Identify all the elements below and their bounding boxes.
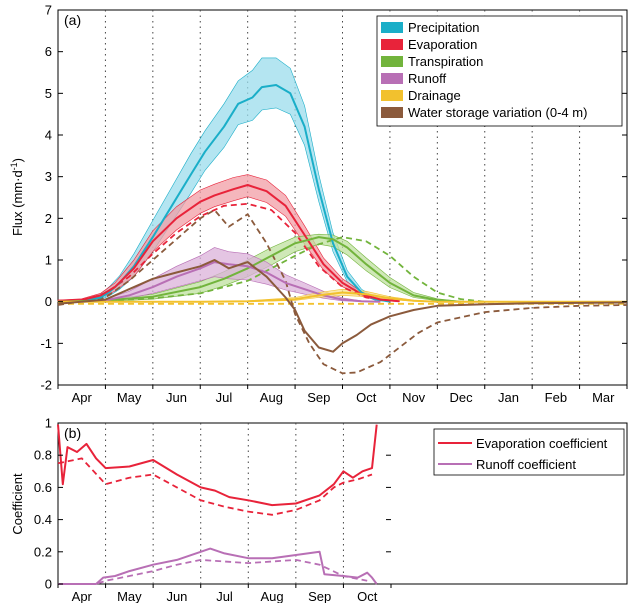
legend-swatch-runoff (381, 73, 403, 84)
panel-a-ylabel-superscript: -1 (9, 162, 19, 170)
y-tick-label: 0 (45, 577, 52, 592)
panel-b: 0 0.2 0.4 0.6 0.8 1 Apr May Jun Jul Aug Sep Oct (b)… (10, 416, 628, 603)
panel-b-legend-box (433, 428, 625, 476)
panel-a-legend: Precipitation Evaporation Transpiration … (376, 15, 623, 127)
y-tick-label: 1 (45, 416, 52, 431)
panel-b-ylabel: Coefficient (10, 473, 25, 535)
legend-swatch-transpiration (381, 56, 403, 67)
y-tick-label: 4 (45, 128, 52, 143)
x-month-label: Mar (592, 390, 615, 405)
x-month-label: Apr (72, 589, 93, 603)
x-month-label: Nov (402, 390, 426, 405)
y-tick-label: 2 (45, 211, 52, 226)
y-tick-label: 7 (45, 3, 52, 18)
y-tick-label: 0.2 (34, 544, 52, 559)
series-dashed-runoff-coefficient (58, 558, 368, 585)
panel-b-label: (b) (64, 425, 81, 441)
legend-swatch-precipitation (381, 22, 403, 33)
y-tick-label: 0.4 (34, 512, 52, 527)
x-month-label: Jul (216, 390, 233, 405)
panel-b-y-ticks: 0 0.2 0.4 0.6 0.8 1 (34, 416, 391, 592)
panel-b-series-lines (57, 424, 378, 585)
series-dashed-water-storage-variation-0-4-m (57, 208, 628, 375)
legend-label-evaporation: Evaporation (408, 37, 477, 52)
legend-label-evaporation-coefficient: Evaporation coefficient (476, 436, 608, 451)
panel-b-legend: Evaporation coefficient Runoff coefficie… (433, 428, 625, 476)
series-line-drainage (58, 291, 627, 303)
series-line-evaporation-coefficient (57, 424, 378, 507)
x-month-label: Jun (166, 390, 187, 405)
y-tick-label: -2 (40, 378, 52, 393)
x-month-label: Feb (545, 390, 567, 405)
series-dashed-evaporation (81, 202, 391, 302)
x-month-label: Jul (216, 589, 233, 603)
legend-label-runoff: Runoff (408, 71, 446, 86)
series-dashed-evaporation-coefficient (57, 457, 373, 516)
panel-a-y-ticks: -2 -1 0 1 2 3 4 5 6 7 (40, 3, 627, 393)
x-month-label: May (117, 390, 142, 405)
x-month-label: Sep (308, 589, 331, 603)
panel-b-x-ticks: Apr May Jun Jul Aug Sep Oct (57, 584, 392, 603)
panel-a-x-ticks: Apr May Jun Jul Aug Sep Oct Nov Dec Jan Feb Mar (57, 385, 628, 405)
y-tick-label: 5 (45, 86, 52, 101)
x-month-label: Sep (307, 390, 330, 405)
legend-label-runoff-coefficient: Runoff coefficient (476, 457, 576, 472)
x-month-label: Jun (166, 589, 187, 603)
legend-label-precipitation: Precipitation (408, 20, 480, 35)
panel-b-month-gridlines (105, 423, 344, 584)
x-month-label: May (117, 589, 142, 603)
series-line-water-storage-variation-0-4-m (57, 259, 628, 353)
panel-a-series-lines (57, 84, 628, 375)
panel-a-label: (a) (64, 12, 81, 28)
series-line-transpiration (57, 236, 462, 303)
y-tick-label: 1 (45, 253, 52, 268)
legend-label-drainage: Drainage (408, 88, 461, 103)
series-line-evaporation (57, 184, 400, 303)
y-tick-label: 0.6 (34, 480, 52, 495)
x-month-label: Aug (261, 589, 284, 603)
legend-swatch-drainage (381, 90, 403, 101)
y-tick-label: 0.8 (34, 448, 52, 463)
panel-a-ylabel: Flux (mm·d-1) (9, 158, 25, 236)
x-month-label: Oct (356, 390, 377, 405)
series-dashed-transpiration (57, 236, 485, 303)
series-line-runoff-coefficient (58, 547, 378, 585)
x-month-label: Jan (498, 390, 519, 405)
x-month-label: Dec (449, 390, 473, 405)
legend-label-transpiration: Transpiration (408, 54, 483, 69)
x-month-label: Oct (357, 589, 378, 603)
x-month-label: Apr (72, 390, 93, 405)
panel-a-legend-box (376, 15, 623, 127)
y-tick-label: 3 (45, 169, 52, 184)
y-tick-label: -1 (40, 336, 52, 351)
x-month-label: Aug (260, 390, 283, 405)
panel-b-frame (57, 422, 628, 585)
legend-label-water-storage: Water storage variation (0-4 m) (408, 105, 587, 120)
y-tick-label: 0 (45, 294, 52, 309)
panel-a: -2 -1 0 1 2 3 4 5 6 7 Apr May Jun Jul Aug Sep Oct Nov Dec… (9, 3, 628, 405)
legend-swatch-water-storage (381, 107, 403, 118)
y-tick-label: 6 (45, 44, 52, 59)
legend-swatch-evaporation (381, 39, 403, 50)
band-evaporation (57, 174, 400, 303)
